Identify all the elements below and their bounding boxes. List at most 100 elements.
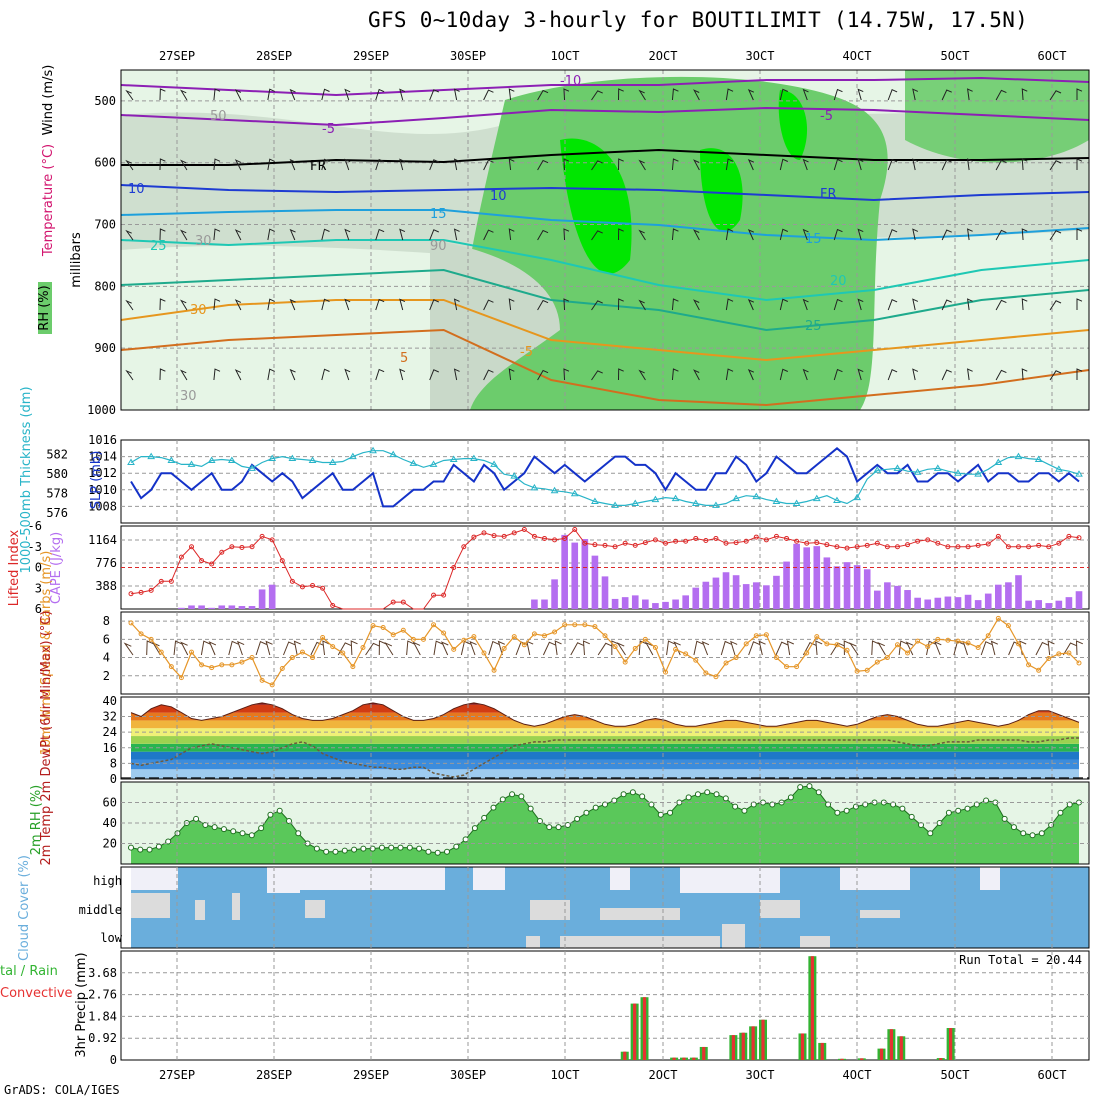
- thickness-marker: [954, 469, 962, 476]
- wind-barb: [966, 228, 973, 241]
- wind-speed-marker: [289, 655, 295, 661]
- wind-barb: [725, 158, 734, 171]
- rh2m-marker: [295, 830, 302, 837]
- wind-barb: [200, 640, 211, 656]
- wind-barb: [375, 298, 385, 311]
- cape-bar: [551, 579, 558, 609]
- wind-barb: [582, 640, 590, 656]
- wind-barb: [758, 640, 766, 656]
- wind-barb: [779, 298, 789, 311]
- wind-barb: [213, 368, 221, 381]
- rh2m-marker: [276, 807, 283, 814]
- wind-barb: [265, 640, 273, 656]
- li-marker: [199, 558, 205, 564]
- li-marker: [1076, 535, 1082, 541]
- thickness-marker: [671, 494, 680, 502]
- wind-barb: [537, 159, 549, 171]
- wind-barb: [857, 298, 864, 311]
- wind-barb: [638, 159, 646, 171]
- rh2m-marker: [787, 794, 794, 801]
- wind-speed-marker: [713, 674, 719, 680]
- wind-speed-marker: [955, 638, 961, 644]
- li-marker: [652, 537, 658, 543]
- li-marker: [299, 584, 305, 590]
- date-tick-label-top: 29SEP: [353, 49, 389, 63]
- wind-barb: [966, 368, 973, 381]
- rh2m-axis-label: 2m RH (%): [29, 785, 44, 856]
- wind-barb: [802, 158, 809, 171]
- wind-barb: [1049, 90, 1062, 101]
- li-marker: [400, 599, 406, 605]
- wind-axis-label: 10m Wind Speed & Barbs (m/s): [39, 551, 54, 756]
- thickness-marker: [449, 455, 458, 463]
- cape-bar: [954, 597, 962, 609]
- wind-speed-marker: [531, 631, 537, 637]
- temp-band: [131, 769, 1079, 779]
- wind-barb: [267, 88, 275, 101]
- rh2m-marker: [704, 789, 711, 796]
- li-tick-label: 0: [35, 561, 42, 575]
- precip-convective-bar: [820, 1042, 824, 1060]
- thickness-marker: [772, 497, 781, 505]
- cape-bar: [752, 582, 760, 609]
- thickness-marker: [510, 472, 519, 479]
- wind-speed-marker: [1015, 641, 1021, 647]
- rh-label: 50: [210, 109, 227, 124]
- cape-bar: [1005, 582, 1012, 609]
- wind-barb: [747, 229, 755, 241]
- wind-barb: [833, 298, 843, 311]
- wind-barb: [833, 158, 843, 171]
- cloud-gap: [131, 867, 178, 890]
- cloud-level-label: low: [100, 931, 122, 945]
- wind-barb: [671, 158, 679, 171]
- thickness-marker: [873, 466, 882, 473]
- wind-barb: [912, 368, 919, 381]
- thickness-marker: [1054, 465, 1063, 472]
- cape-bar: [1025, 600, 1032, 609]
- wind-barb: [440, 641, 449, 656]
- wind-barb: [941, 89, 952, 101]
- wind-speed-marker: [320, 635, 326, 641]
- precip-tick-label: 2.76: [88, 988, 117, 1002]
- li-marker: [1036, 542, 1042, 548]
- thickness-tick-label: 582: [46, 448, 68, 462]
- wind-barb: [1049, 160, 1062, 171]
- wind-barb: [293, 640, 301, 656]
- rh2m-marker: [239, 830, 246, 837]
- temp-tick-label: 24: [103, 725, 117, 739]
- precip-convective-bar: [642, 997, 647, 1060]
- wind-barb: [213, 228, 221, 241]
- wind-barb: [344, 368, 351, 381]
- temp-bands: [131, 702, 1079, 779]
- rh2m-tick-label: 60: [103, 796, 117, 810]
- rh2m-marker: [1038, 830, 1045, 837]
- date-tick-label-top: 30SEP: [450, 49, 486, 63]
- rh2m-marker: [518, 793, 525, 800]
- li-marker: [663, 540, 669, 546]
- wind-barb: [693, 369, 700, 381]
- cape-bar: [238, 606, 246, 609]
- wind-barb: [877, 641, 886, 656]
- run-total-annotation: Run Total = 20.44: [959, 953, 1082, 967]
- rh-legend-swatch: [38, 282, 52, 334]
- wind-barb: [638, 369, 646, 381]
- thickness-marker: [550, 486, 559, 494]
- rh2m-marker: [351, 846, 358, 853]
- rh2m-marker: [341, 847, 348, 854]
- wind-speed-marker: [612, 644, 618, 650]
- wind-barb: [399, 298, 406, 311]
- wind-barb: [429, 229, 439, 241]
- wind-speed-marker: [693, 657, 699, 663]
- date-tick-label-bottom: 3OCT: [746, 1068, 775, 1082]
- li-marker: [693, 535, 699, 541]
- wind-barb: [365, 642, 380, 656]
- rh-legend-label: RH (%): [37, 285, 52, 330]
- rh2m-marker: [490, 804, 497, 811]
- rh2m-marker: [1001, 815, 1008, 822]
- li-marker: [642, 540, 648, 546]
- wind-barb: [725, 88, 734, 101]
- date-tick-label-top: 4OCT: [843, 49, 872, 63]
- rh2m-area: [131, 786, 1079, 864]
- wind-barb: [941, 159, 952, 171]
- precip-legend-total: tal / Rain: [0, 964, 58, 979]
